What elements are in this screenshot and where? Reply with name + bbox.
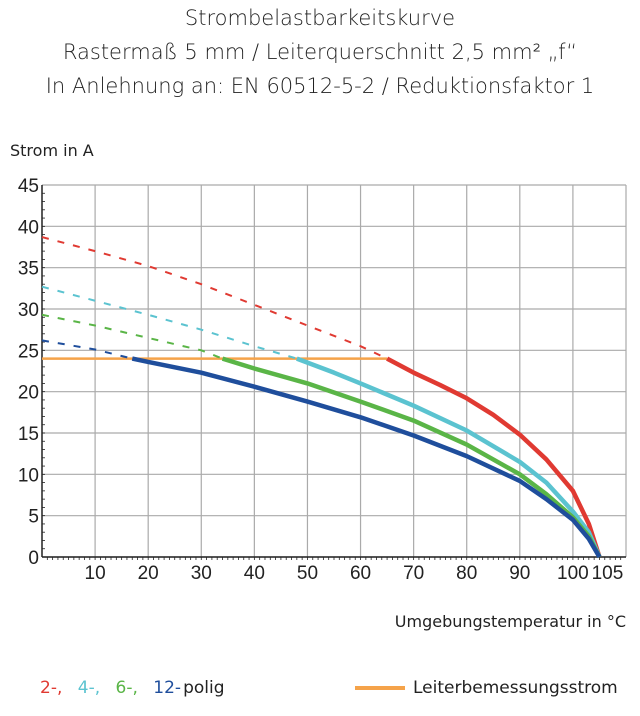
y-tick-label: 40 [18, 217, 39, 238]
y-tick-label: 10 [18, 465, 39, 486]
y-tick-label: 0 [28, 548, 39, 569]
x-tick-label: 50 [297, 563, 318, 584]
x-tick-label: 70 [403, 563, 424, 584]
legend-suffix: polig [183, 678, 225, 698]
x-tick-label: 40 [244, 563, 265, 584]
series-3-extrapolated [41, 339, 133, 360]
legend-item-12: 12- [153, 678, 182, 698]
x-tick-label: 30 [191, 563, 212, 584]
legend-swatch-orange [355, 686, 405, 690]
x-tick-label: 20 [138, 563, 159, 584]
series-0-line [386, 356, 602, 558]
y-tick-label: 30 [18, 300, 39, 321]
legend-rated-current: Leiterbemessungsstrom [355, 678, 618, 698]
series-2-extrapolated [41, 313, 223, 360]
legend-item-6: 6-, [115, 678, 138, 698]
legend-poles: 2-, 4-, 6-, 12- polig [40, 678, 235, 698]
y-tick-label: 45 [18, 176, 39, 197]
x-tick-label: 80 [456, 563, 477, 584]
legend-item-4: 4-, [77, 678, 101, 698]
x-tick-label: 100 [557, 563, 589, 584]
chart-title: Strombelastbarkeitskurve [184, 6, 456, 30]
chart-subtitle-2: In Anlehnung an: EN 60512-5-2 / Reduktio… [45, 74, 595, 98]
x-tick-label: 90 [509, 563, 530, 584]
y-tick-label: 5 [28, 507, 39, 528]
series-1-line [296, 356, 602, 558]
chart-plot: 10 20 30 40 50 60 70 80 90 100 105 0 5 10 15 20 25 30 35 40… [18, 176, 627, 584]
x-axis-label: Umgebungstemperatur in °C [394, 612, 626, 631]
series-0-extrapolated [41, 236, 388, 360]
y-axis-label: Strom in A [10, 141, 94, 160]
y-tick-label: 25 [18, 341, 39, 362]
x-tick-label: 10 [85, 563, 106, 584]
series-1-extrapolated [41, 285, 298, 360]
legend-rated-label: Leiterbemessungsstrom [413, 678, 618, 698]
series-3-line [131, 356, 602, 559]
y-tick-label: 35 [18, 259, 39, 280]
chart-subtitle-1: Rastermaß 5 mm / Leiterquerschnitt 2,5 m… [62, 40, 578, 64]
legend-item-2: 2-, [40, 678, 63, 698]
y-tick-label: 20 [18, 383, 39, 404]
x-tick-label: 60 [350, 563, 371, 584]
x-tick-label: 105 [592, 563, 624, 584]
y-tick-label: 15 [18, 424, 39, 445]
